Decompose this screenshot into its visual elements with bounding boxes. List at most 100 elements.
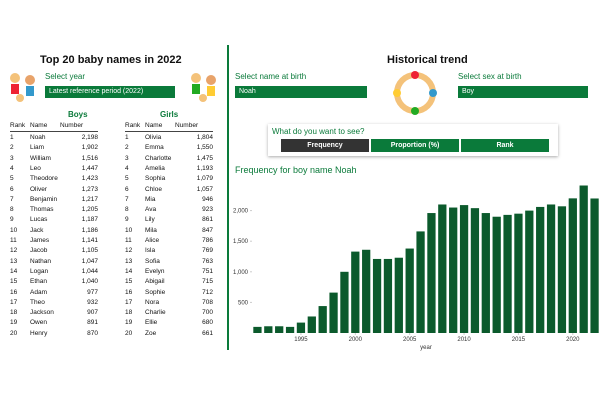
bar (546, 204, 556, 333)
table-cell: Mia (145, 195, 156, 203)
bar (492, 216, 501, 333)
table-cell: Charlie (145, 309, 166, 317)
table-cell: Henry (30, 329, 48, 337)
table-cell: Logan (30, 267, 49, 275)
bar (557, 206, 567, 333)
x-tick-label: 2010 (457, 337, 471, 343)
table-cell: William (30, 154, 51, 162)
table-cell: 6 (125, 185, 129, 193)
table-cell: Olivia (145, 134, 162, 141)
bar (372, 258, 382, 333)
table-cell: 1,079 (196, 175, 213, 183)
name-select[interactable]: Noah (235, 86, 367, 98)
kids-ring-icon (393, 71, 437, 115)
table-cell: 10 (10, 226, 18, 234)
table-cell: 15 (10, 278, 18, 286)
divider (227, 45, 229, 350)
table-cell: 1,057 (196, 185, 213, 193)
bar (340, 271, 349, 333)
table-cell: 861 (202, 216, 213, 224)
bar (416, 231, 425, 333)
bar (503, 214, 512, 333)
table-cell: 16 (10, 288, 18, 296)
table-cell: Benjamin (30, 195, 58, 203)
table-cell: 8 (10, 206, 14, 214)
table-cell: 907 (87, 309, 98, 317)
table-cell: 18 (10, 309, 18, 317)
column-header: Name (30, 122, 48, 129)
table-cell: 5 (125, 175, 129, 183)
bar (296, 322, 306, 333)
view-tab[interactable]: Rank (461, 139, 549, 152)
table-cell: Lucas (30, 216, 48, 224)
table-cell: Isla (145, 247, 156, 255)
table-cell: 11 (10, 237, 17, 244)
x-tick-label: 2005 (403, 337, 417, 343)
bar (481, 213, 490, 333)
column-header: Number (175, 122, 199, 129)
table-cell: 10 (125, 226, 133, 234)
table-cell: 13 (10, 257, 18, 265)
table-cell: 20 (10, 329, 18, 337)
y-tick-label: 1,000 (233, 270, 249, 276)
table-cell: Alice (145, 237, 160, 244)
table-cell: Leo (30, 164, 41, 172)
table-cell: 847 (202, 226, 213, 234)
table-cell: Zoe (145, 329, 157, 337)
chart-title: Frequency for boy name Noah (235, 165, 357, 175)
table-cell: 786 (202, 237, 213, 244)
table-cell: Ava (145, 206, 157, 214)
view-tab[interactable]: Proportion (%) (371, 139, 459, 152)
view-tab[interactable]: Frequency (281, 139, 369, 152)
bar (329, 292, 338, 333)
table-cell: 923 (202, 206, 213, 214)
table-cell: Emma (145, 144, 164, 152)
table-cell: 1,550 (196, 144, 213, 152)
column-header: Rank (125, 122, 141, 129)
table-cell: 8 (125, 206, 129, 214)
table-cell: Jack (30, 226, 44, 234)
table-cell: Jackson (30, 309, 54, 317)
table-cell: 7 (10, 195, 14, 203)
table-cell: 1 (10, 134, 14, 141)
sex-select[interactable]: Boy (458, 86, 588, 98)
bar (590, 198, 599, 333)
bar (264, 326, 273, 333)
table-cell: 19 (10, 319, 18, 327)
table-cell: Abigail (145, 278, 165, 286)
table-cell: 891 (87, 319, 98, 327)
table-cell: 1,902 (81, 144, 98, 152)
bar (438, 204, 447, 333)
bar (536, 206, 545, 333)
table-cell: 11 (125, 237, 132, 244)
table-cell: Thomas (30, 206, 54, 214)
header-rule (125, 131, 213, 132)
column-header: Number (60, 122, 84, 129)
y-tick-label: 1,500 (233, 239, 249, 245)
table-cell: 12 (125, 247, 133, 255)
table-cell: 3 (125, 154, 129, 162)
header-rule (10, 131, 98, 132)
table-cell: Sofia (145, 257, 160, 265)
table-cell: Sophia (145, 175, 166, 183)
table-cell: 4 (10, 164, 14, 172)
table-cell: Nathan (30, 257, 51, 265)
bar (307, 316, 316, 333)
bar (427, 213, 436, 333)
table-cell: Nora (145, 298, 160, 306)
table-cell: 1,186 (81, 226, 98, 234)
table-cell: 3 (10, 154, 14, 162)
x-axis-label: year (420, 345, 432, 351)
table-cell: 1,141 (81, 237, 98, 244)
name-label: Select name at birth (235, 72, 307, 81)
bar (275, 326, 284, 333)
kids-icon (191, 73, 216, 102)
bar (253, 326, 262, 333)
table-cell: 1,475 (196, 154, 213, 162)
table-cell: 14 (125, 267, 133, 275)
bar (405, 248, 414, 333)
bar (514, 213, 523, 333)
year-select[interactable]: Latest reference period (2022) (45, 86, 175, 98)
